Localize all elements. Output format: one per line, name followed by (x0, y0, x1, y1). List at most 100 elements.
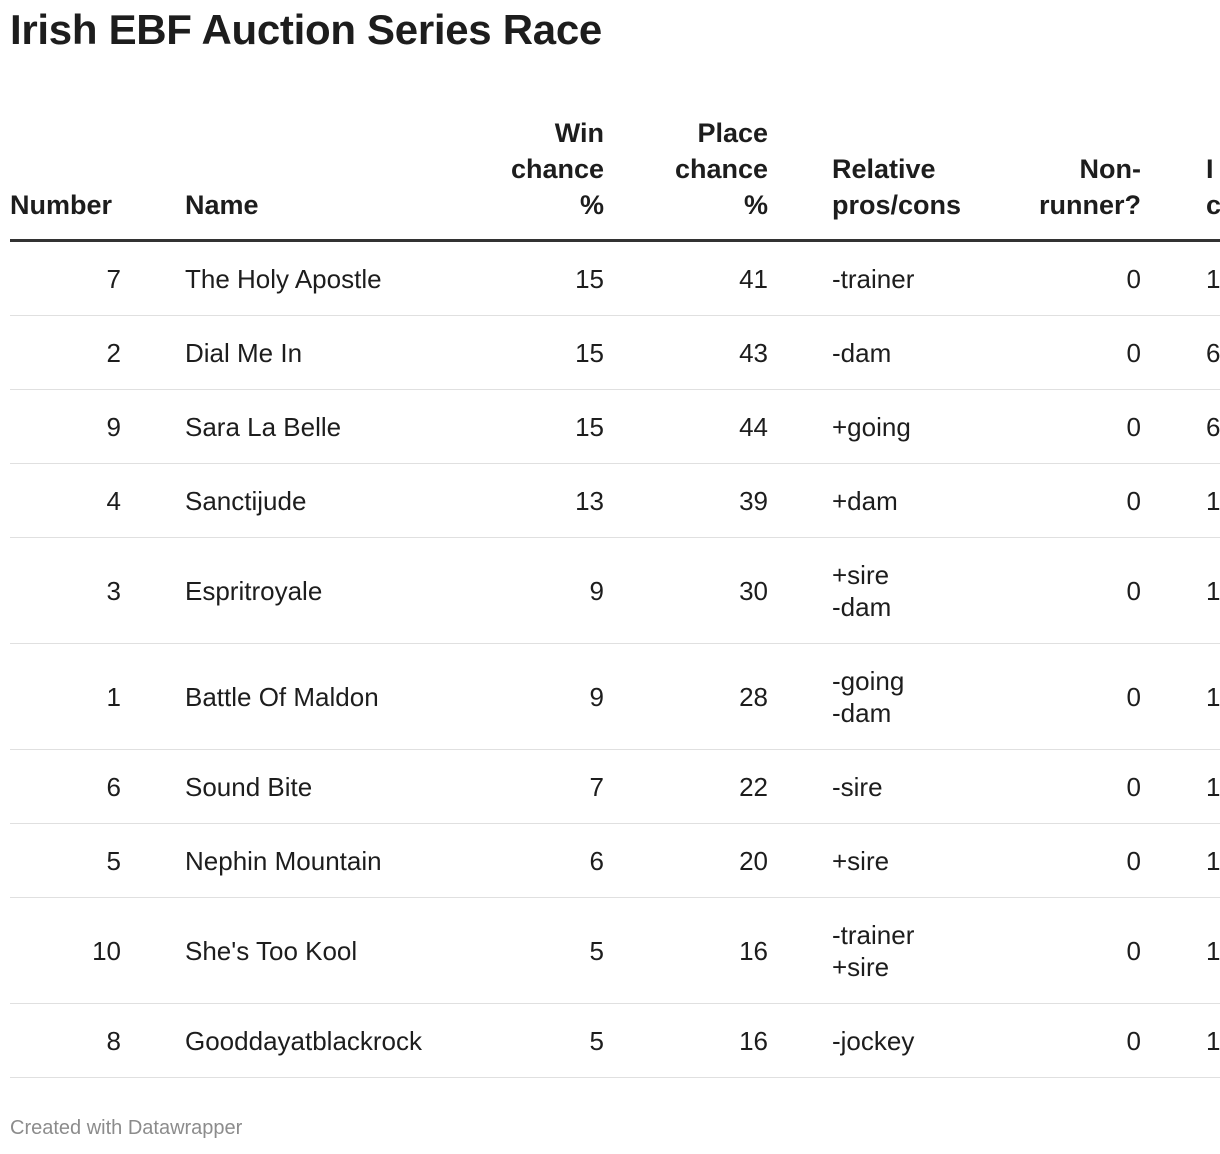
cell-win-chance: 7 (589, 771, 604, 802)
cell-number: 3 (106, 575, 121, 606)
header-nonrunner-line1: Non- (1079, 154, 1141, 184)
race-table: Number Name Win chance % Place chance % … (10, 112, 1220, 1078)
cell-win-chance: 9 (589, 681, 604, 712)
table-row: 9 Sara La Belle 15 44 +going 0 6 (10, 390, 1220, 464)
cell-pros-cons: +sire (832, 824, 1032, 897)
cell-name: Espritroyale (185, 575, 323, 606)
cell-non-runner: 0 (1126, 935, 1141, 966)
cell-place-chance: 30 (739, 575, 768, 606)
header-nonrunner-line2: runner? (1038, 190, 1141, 220)
cell-place-chance: 22 (739, 771, 768, 802)
cell-pros-cons: -going -dam (832, 644, 1032, 749)
pros-cons-item: -dam (832, 697, 892, 728)
cell-extra-truncated: 1 (1206, 845, 1220, 876)
cell-non-runner: 0 (1126, 411, 1141, 442)
header-name-label: Name (185, 190, 259, 220)
table-row: 3 Espritroyale 9 30 +sire -dam 0 1 (10, 538, 1220, 644)
cell-non-runner: 0 (1126, 845, 1141, 876)
cell-win-chance: 5 (589, 935, 604, 966)
pros-cons-item: +sire (832, 845, 890, 876)
cell-number: 1 (106, 681, 121, 712)
cell-win-chance: 5 (589, 1025, 604, 1056)
cell-place-chance: 39 (739, 485, 768, 516)
cell-place-chance: 16 (739, 1025, 768, 1056)
cell-place-chance: 41 (739, 263, 768, 294)
header-win-line1: Win (554, 118, 604, 148)
cell-place-chance: 43 (739, 337, 768, 368)
cell-name: Nephin Mountain (185, 845, 382, 876)
cell-pros-cons: +dam (832, 464, 1032, 537)
pros-cons-item: -sire (832, 771, 883, 802)
pros-cons-item: -trainer (832, 263, 915, 294)
cell-extra-truncated: 1 (1206, 935, 1220, 966)
cell-extra-truncated: 1 (1206, 681, 1220, 712)
cell-non-runner: 0 (1126, 575, 1141, 606)
pros-cons-item: -jockey (832, 1025, 915, 1056)
header-non-runner[interactable]: Non- runner? (1010, 151, 1141, 223)
cell-name: Sound Bite (185, 771, 313, 802)
pros-cons-item: +sire (832, 559, 890, 590)
cell-pros-cons: -dam (832, 316, 1032, 389)
header-place-chance[interactable]: Place chance % (650, 115, 768, 223)
cell-pros-cons: +sire -dam (832, 538, 1032, 643)
cell-pros-cons: +going (832, 390, 1032, 463)
cell-name: Dial Me In (185, 337, 303, 368)
pros-cons-item: -going (832, 665, 905, 696)
header-extra-truncated[interactable]: I c (1206, 151, 1220, 223)
header-number-label: Number (10, 190, 113, 220)
footer-credit: Created with Datawrapper (10, 1117, 243, 1139)
cell-extra-truncated: 6 (1206, 411, 1220, 442)
pros-cons-item: +dam (832, 485, 898, 516)
cell-win-chance: 9 (589, 575, 604, 606)
table-row: 4 Sanctijude 13 39 +dam 0 1 (10, 464, 1220, 538)
header-extra-line2: c (1206, 190, 1220, 220)
cell-number: 2 (106, 337, 121, 368)
cell-non-runner: 0 (1126, 337, 1141, 368)
cell-non-runner: 0 (1126, 263, 1141, 294)
header-pros-line2: pros/cons (832, 190, 962, 220)
cell-number: 6 (106, 771, 121, 802)
cell-win-chance: 15 (575, 263, 604, 294)
cell-extra-truncated: 1 (1206, 771, 1220, 802)
cell-extra-truncated: 1 (1206, 575, 1220, 606)
cell-extra-truncated: 1 (1206, 1025, 1220, 1056)
cell-place-chance: 16 (739, 935, 768, 966)
cell-name: Battle Of Maldon (185, 681, 379, 712)
cell-number: 4 (106, 485, 121, 516)
cell-pros-cons: -jockey (832, 1004, 1032, 1077)
pros-cons-item: +sire (832, 951, 890, 982)
header-pros-cons[interactable]: Relative pros/cons (832, 151, 1032, 223)
header-win-chance[interactable]: Win chance % (490, 115, 604, 223)
cell-pros-cons: -trainer (832, 242, 1032, 315)
cell-place-chance: 20 (739, 845, 768, 876)
cell-non-runner: 0 (1126, 485, 1141, 516)
cell-extra-truncated: 1 (1206, 263, 1220, 294)
header-number[interactable]: Number (10, 187, 121, 223)
cell-pros-cons: -trainer +sire (832, 898, 1032, 1003)
header-pros-line1: Relative (832, 154, 936, 184)
header-place-line1: Place (697, 118, 768, 148)
table-row: 10 She's Too Kool 5 16 -trainer +sire 0 1 (10, 898, 1220, 1004)
cell-pros-cons: -sire (832, 750, 1032, 823)
table-body: 7 The Holy Apostle 15 41 -trainer 0 1 2 Dial Me … (10, 242, 1220, 1078)
cell-name: Gooddayatblackrock (185, 1025, 423, 1056)
cell-place-chance: 28 (739, 681, 768, 712)
cell-number: 7 (106, 263, 121, 294)
cell-name: The Holy Apostle (185, 263, 382, 294)
cell-number: 8 (106, 1025, 121, 1056)
cell-name: Sanctijude (185, 485, 307, 516)
cell-name: Sara La Belle (185, 411, 342, 442)
cell-win-chance: 15 (575, 337, 604, 368)
table-row: 8 Gooddayatblackrock 5 16 -jockey 0 1 (10, 1004, 1220, 1078)
pros-cons-item: -dam (832, 337, 892, 368)
cell-number: 9 (106, 411, 121, 442)
cell-non-runner: 0 (1126, 771, 1141, 802)
header-name[interactable]: Name (185, 187, 485, 223)
pros-cons-item: +going (832, 411, 911, 442)
table-row: 5 Nephin Mountain 6 20 +sire 0 1 (10, 824, 1220, 898)
header-place-line3: % (743, 190, 768, 220)
table-header: Number Name Win chance % Place chance % … (10, 112, 1220, 242)
cell-number: 10 (92, 935, 121, 966)
cell-win-chance: 6 (589, 845, 604, 876)
table-row: 6 Sound Bite 7 22 -sire 0 1 (10, 750, 1220, 824)
